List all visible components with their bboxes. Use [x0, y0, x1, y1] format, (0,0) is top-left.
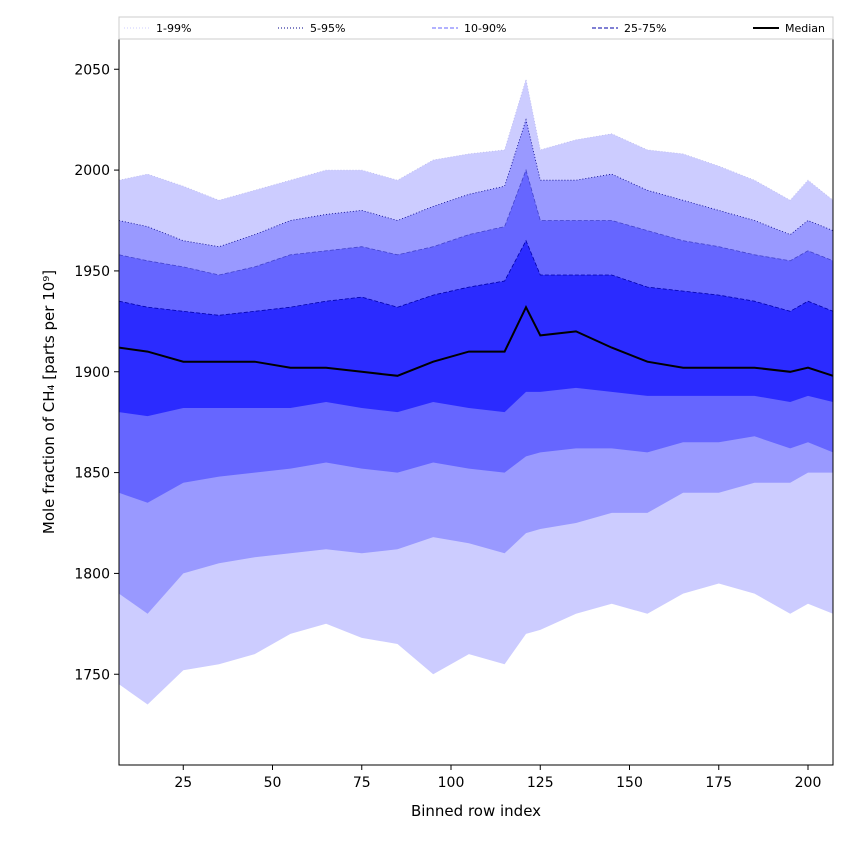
- y-tick-label: 1950: [74, 264, 110, 280]
- x-tick-label: 175: [705, 775, 732, 791]
- y-tick-label: 1750: [74, 667, 110, 683]
- legend-label: 5-95%: [310, 22, 345, 35]
- band-upper-edge-10-90%: [118, 168, 834, 276]
- y-tick-label: 1850: [74, 466, 110, 482]
- x-tick-label: 150: [616, 775, 643, 791]
- median-line: [118, 304, 834, 377]
- x-tick-label: 125: [527, 775, 554, 791]
- y-axis-label: Mole fraction of CH₄ [parts per 10⁹]: [40, 270, 58, 534]
- x-axis-label: Binned row index: [411, 802, 541, 820]
- x-tick-label: 200: [795, 775, 822, 791]
- legend-label: Median: [785, 22, 825, 35]
- legend-label: 10-90%: [464, 22, 506, 35]
- y-tick-label: 2000: [74, 163, 110, 179]
- x-axis: 25 50 75 100 125 150 175 200: [174, 765, 821, 791]
- y-axis: 1750 1800 1850 1900 1950 2000 2050: [74, 62, 119, 683]
- band-upper-edge-25-75%: [118, 239, 834, 316]
- legend: 1-99% 5-95% 10-90% 25-75% Median: [118, 16, 834, 40]
- x-tick-label: 100: [438, 775, 465, 791]
- x-tick-label: 75: [353, 775, 371, 791]
- legend-label: 25-75%: [624, 22, 666, 35]
- x-tick-label: 50: [264, 775, 282, 791]
- band-25-75%: [119, 240, 833, 417]
- y-tick-label: 1800: [74, 566, 110, 582]
- band-upper-edge-1-99%: [118, 79, 834, 201]
- legend-label: 1-99%: [156, 22, 191, 35]
- y-tick-label: 1900: [74, 365, 110, 381]
- legend-box: [118, 16, 834, 40]
- percentile-bands: [118, 79, 834, 705]
- median-series: [118, 304, 834, 377]
- x-tick-label: 25: [174, 775, 192, 791]
- y-tick-label: 2050: [74, 62, 110, 78]
